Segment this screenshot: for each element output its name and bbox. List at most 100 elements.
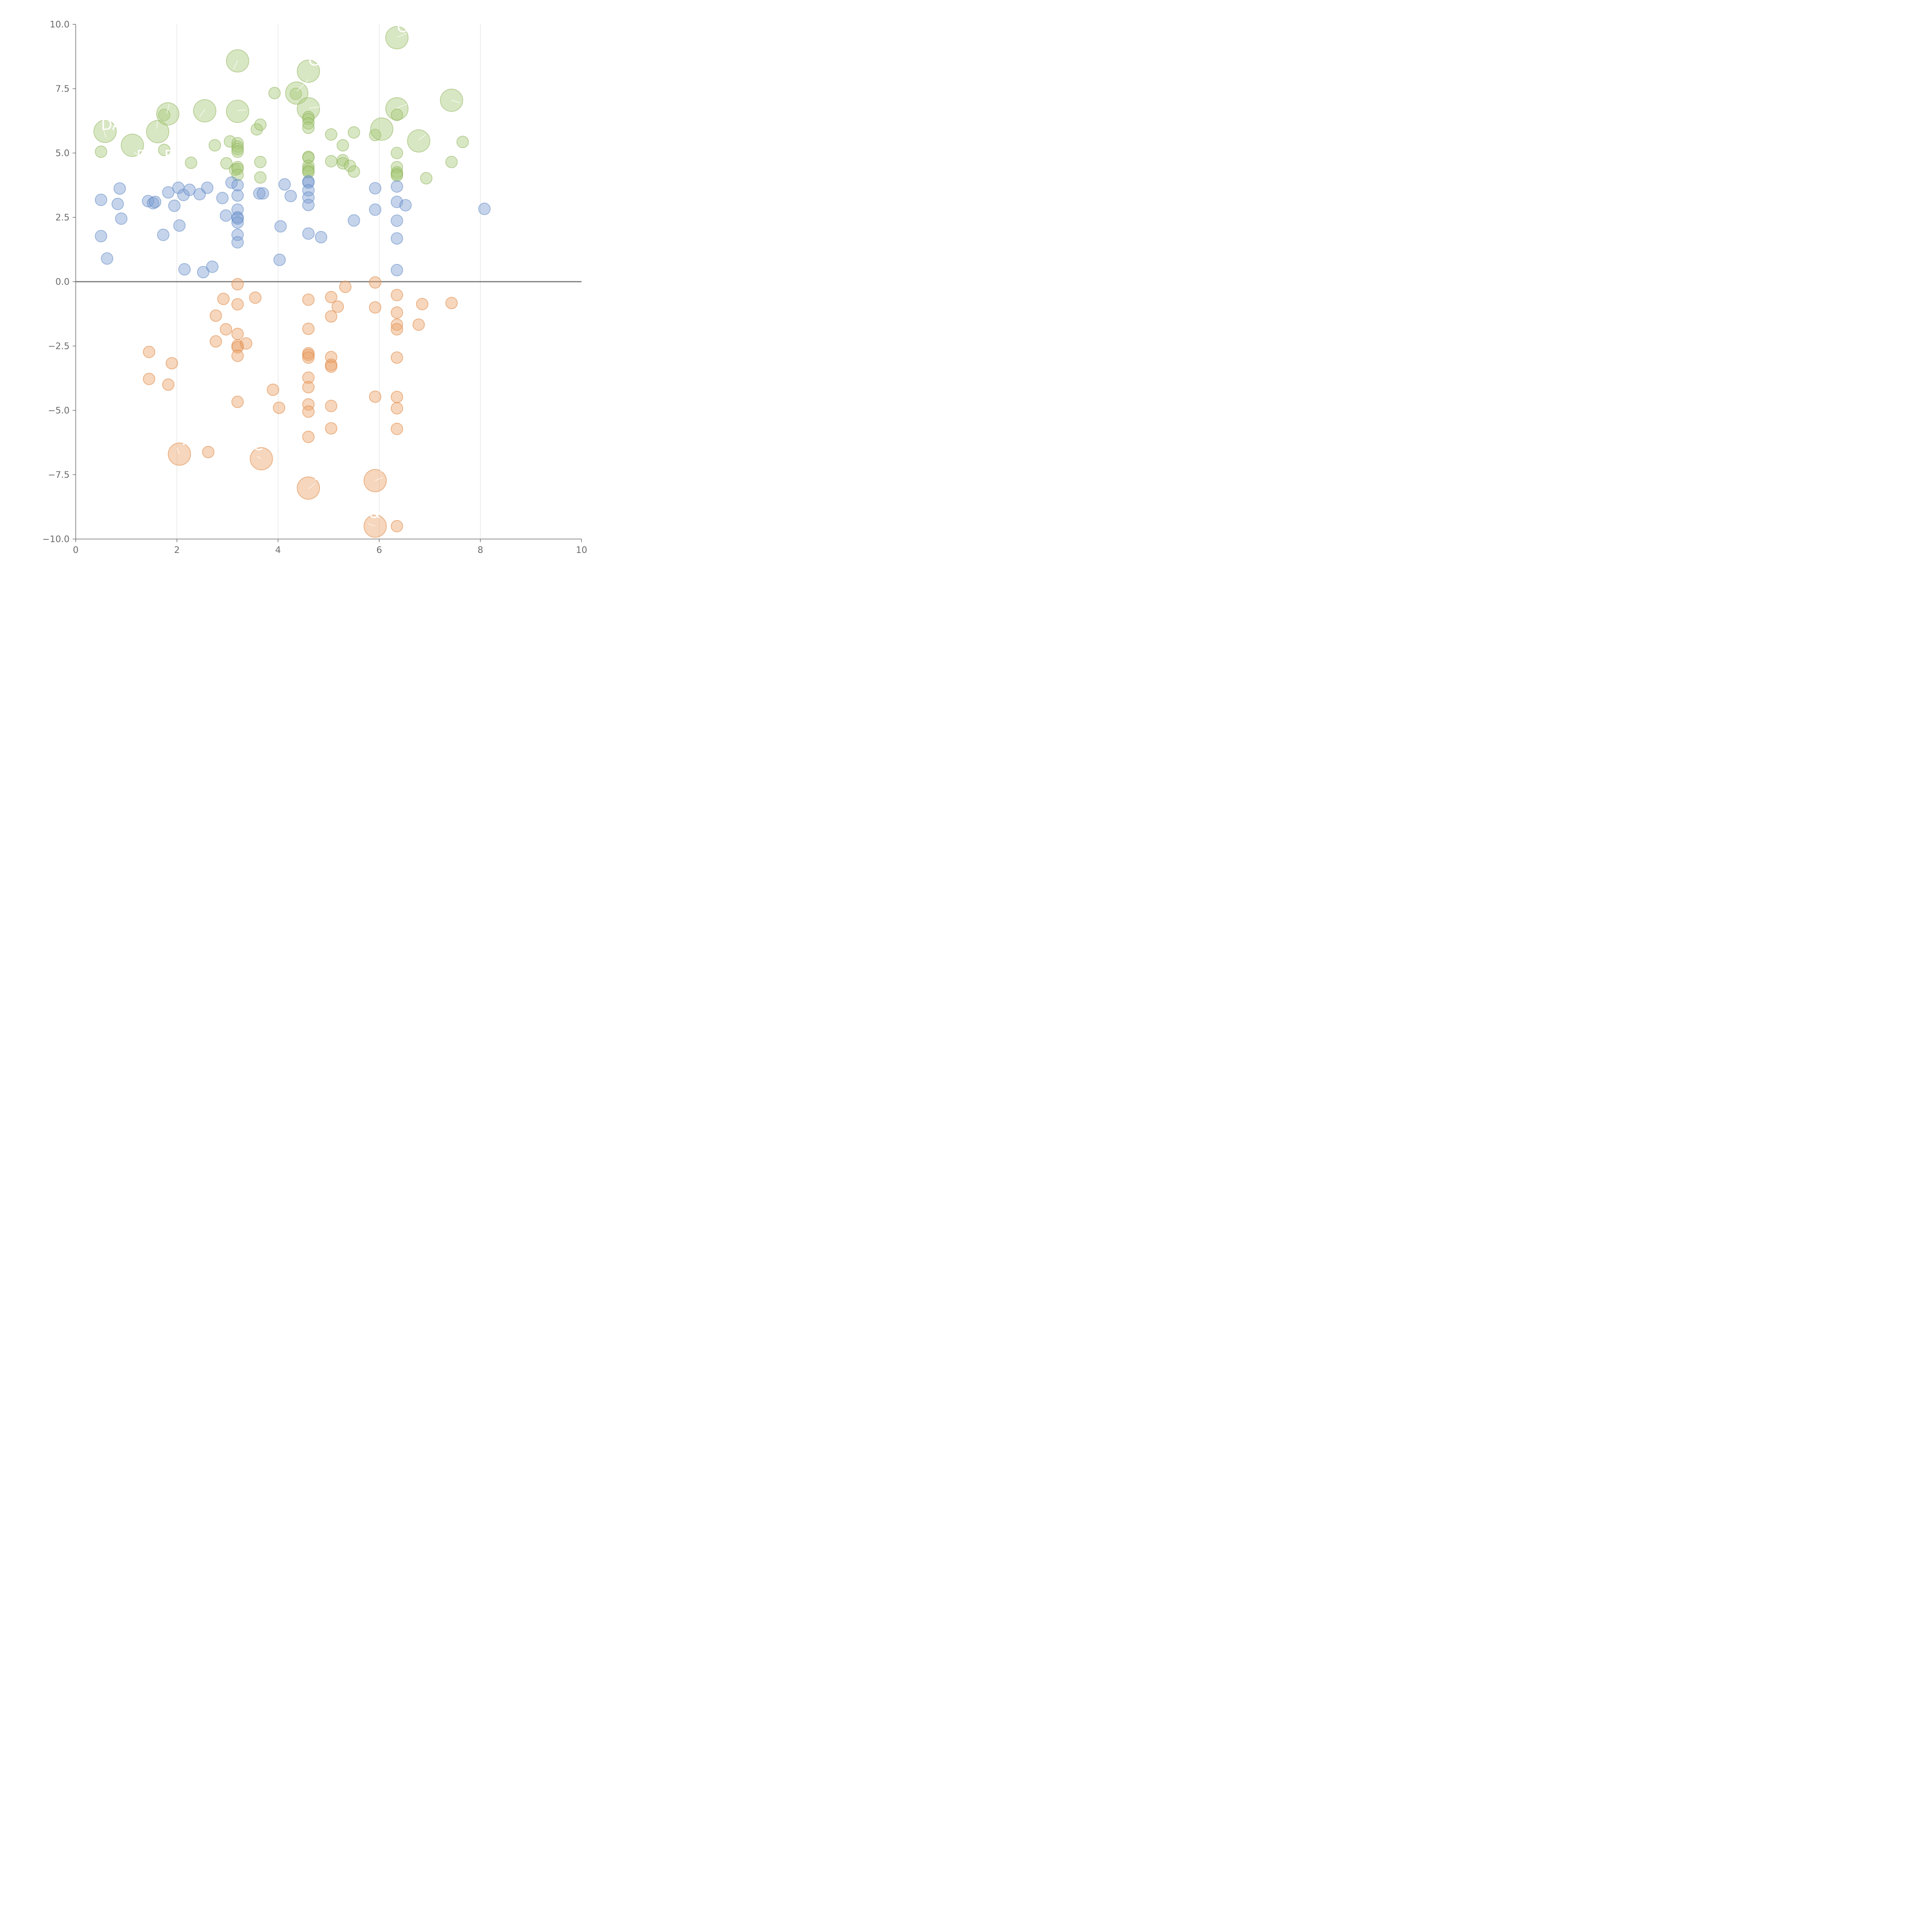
green-bubble bbox=[254, 171, 267, 184]
green-bubble bbox=[121, 134, 144, 157]
blue-bubble bbox=[206, 260, 219, 273]
green-bubble bbox=[347, 165, 360, 178]
green-bubble bbox=[185, 156, 197, 169]
orange-bubble bbox=[391, 402, 403, 415]
orange-bubble bbox=[240, 337, 253, 350]
green-bubble bbox=[369, 129, 381, 141]
orange-bubble bbox=[391, 318, 403, 331]
orange-bubble bbox=[297, 476, 320, 500]
y-tick-label: −5.0 bbox=[48, 406, 70, 416]
blue-bubble bbox=[231, 179, 244, 192]
blue-bubble bbox=[391, 180, 403, 193]
green-bubble bbox=[391, 161, 403, 173]
blue-bubble bbox=[178, 263, 191, 276]
blue-bubble bbox=[95, 230, 107, 243]
blue-bubble bbox=[274, 220, 287, 233]
blue-bubble bbox=[111, 197, 124, 210]
orange-bubble bbox=[302, 430, 315, 443]
bubble-label: CH bbox=[397, 19, 418, 36]
label-leader-line bbox=[103, 129, 107, 138]
orange-bubble bbox=[302, 398, 315, 411]
blue-bubble bbox=[257, 187, 269, 200]
orange-bubble bbox=[231, 278, 244, 291]
bubble-label: DAR bbox=[101, 116, 132, 133]
bubble-series bbox=[93, 26, 491, 538]
green-bubble bbox=[302, 166, 315, 179]
blue-bubble bbox=[216, 192, 229, 204]
blue-bubble bbox=[231, 228, 244, 241]
green-bubble bbox=[146, 120, 170, 143]
green-bubble bbox=[158, 144, 171, 156]
blue-bubble bbox=[369, 203, 381, 216]
blue-bubble bbox=[315, 231, 327, 243]
x-tick-label: 2 bbox=[174, 545, 180, 555]
green-bubble bbox=[156, 102, 180, 126]
label-leader-line bbox=[296, 79, 309, 92]
orange-bubble bbox=[249, 291, 262, 304]
bubble-label: P bbox=[382, 90, 391, 107]
blue-bubble bbox=[273, 253, 286, 266]
green-bubble bbox=[445, 156, 458, 168]
green-bubble bbox=[254, 156, 267, 168]
orange-bubble bbox=[202, 446, 214, 458]
green-bubble bbox=[302, 160, 315, 172]
green-bubble bbox=[231, 145, 244, 158]
blue-bubble bbox=[201, 181, 214, 194]
label-leader-line bbox=[156, 121, 158, 129]
label-leader-line bbox=[199, 109, 205, 117]
y-tick-label: 0.0 bbox=[55, 277, 70, 287]
blue-bubble bbox=[391, 232, 403, 245]
y-tick-label: 7.5 bbox=[55, 84, 70, 94]
blue-bubble bbox=[162, 186, 175, 199]
y-tick-label: 2.5 bbox=[55, 213, 70, 223]
orange-bubble bbox=[162, 378, 175, 391]
orange-bubble bbox=[143, 345, 155, 358]
orange-bubble bbox=[325, 310, 338, 323]
bubble-label: C bbox=[253, 437, 263, 454]
green-bubble bbox=[302, 117, 315, 130]
green-bubble bbox=[226, 100, 249, 123]
label-leader-line bbox=[134, 151, 139, 157]
orange-bubble bbox=[302, 349, 315, 361]
green-bubble bbox=[325, 128, 338, 141]
orange-bubble bbox=[165, 357, 178, 370]
green-bubble bbox=[420, 172, 433, 185]
orange-bubble bbox=[325, 291, 338, 303]
green-bubble bbox=[285, 81, 309, 105]
orange-bubble bbox=[391, 289, 403, 301]
x-tick-label: 0 bbox=[73, 545, 79, 555]
orange-bubble bbox=[302, 293, 315, 306]
green-bubble bbox=[208, 139, 221, 152]
green-bubble bbox=[347, 126, 360, 139]
blue-bubble bbox=[231, 212, 244, 225]
orange-bubble bbox=[325, 422, 338, 435]
scatter-chart: 0 2 4 6 8 10 10.0 7.5 5.0 2.5 0.0 −2.5 −5.0 −7.5 −10.0… bbox=[0, 0, 605, 605]
green-bubble bbox=[231, 140, 244, 153]
orange-bubble bbox=[302, 322, 315, 335]
chart-canvas: 0 2 4 6 8 10 10.0 7.5 5.0 2.5 0.0 −2.5 −5.0 −7.5 −10.0… bbox=[43, 19, 587, 555]
blue-bubble bbox=[231, 189, 244, 202]
orange-bubble bbox=[339, 281, 352, 293]
bubble-label: GM bbox=[308, 52, 332, 69]
y-tick-label: −7.5 bbox=[48, 470, 70, 480]
bubble-label: & bbox=[369, 504, 381, 521]
blue-bubble bbox=[278, 178, 291, 191]
orange-bubble bbox=[332, 300, 344, 313]
orange-bubble bbox=[302, 381, 315, 394]
orange-bubble bbox=[445, 297, 458, 310]
orange-bubble bbox=[325, 360, 338, 373]
y-tick-label: 5.0 bbox=[55, 148, 70, 158]
label-leader-line bbox=[177, 447, 180, 454]
green-bubble bbox=[337, 157, 349, 170]
green-bubble bbox=[302, 113, 315, 126]
blue-bubble bbox=[101, 252, 114, 265]
blue-bubble bbox=[253, 187, 266, 200]
orange-bubble bbox=[231, 349, 244, 362]
blue-bubble bbox=[95, 194, 107, 206]
blue-bubble bbox=[113, 182, 126, 195]
orange-bubble bbox=[369, 276, 381, 289]
green-bubble bbox=[220, 157, 233, 170]
green-bubble bbox=[297, 60, 320, 83]
blue-bubble bbox=[302, 199, 315, 211]
green-bubble bbox=[289, 87, 302, 100]
